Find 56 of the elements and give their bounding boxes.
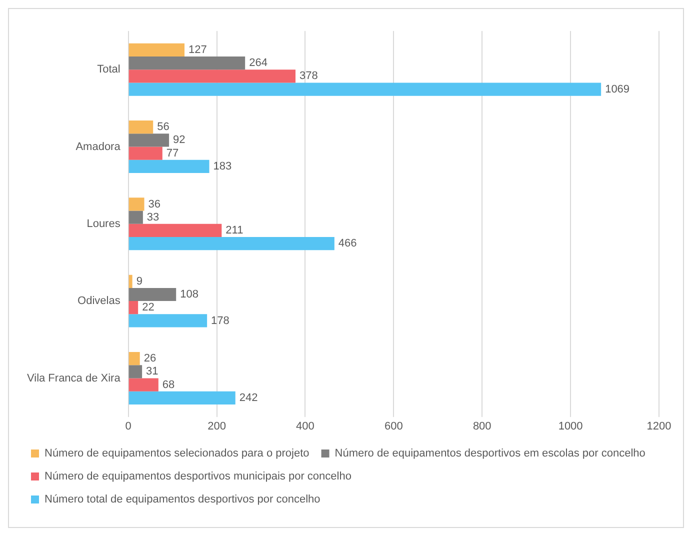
data-label: 178 <box>211 314 230 327</box>
data-label: 242 <box>239 392 258 404</box>
data-label: 183 <box>213 160 232 172</box>
data-label: 26 <box>144 352 156 365</box>
data-label: 36 <box>148 198 161 210</box>
y-tick-label: Odivelas <box>78 295 121 308</box>
y-tick-label: Loures <box>86 218 121 230</box>
data-label: 108 <box>180 288 198 301</box>
bar <box>128 70 296 83</box>
data-label: 264 <box>249 57 268 70</box>
bar <box>128 120 154 134</box>
data-label: 77 <box>166 147 179 160</box>
y-tick-label: Amadora <box>76 140 122 153</box>
data-label: 31 <box>146 366 158 378</box>
bar <box>128 146 162 160</box>
x-tick-label: 400 <box>296 420 314 432</box>
bar <box>128 210 143 224</box>
bar <box>128 56 246 70</box>
data-label: 33 <box>146 211 160 224</box>
legend-label: Número de equipamentos selecionados para o projeto <box>44 448 310 460</box>
bar <box>128 288 176 302</box>
bar <box>128 198 144 211</box>
data-label: 9 <box>136 275 142 288</box>
legend-label: Número total de equipamentos desportivos por concelho <box>44 494 320 506</box>
x-tick-label: 800 <box>472 420 492 432</box>
bar <box>128 352 140 366</box>
data-label: 466 <box>338 238 357 250</box>
bar <box>128 365 142 378</box>
data-label: 68 <box>162 378 175 391</box>
bar <box>128 237 334 250</box>
data-label: 56 <box>157 121 170 134</box>
bar <box>128 274 132 288</box>
bar <box>128 43 185 56</box>
x-tick-label: 200 <box>208 420 226 432</box>
legend-label: Número de equipamentos desportivos em escolas por concelho <box>334 448 646 460</box>
bar <box>128 391 236 404</box>
data-label: 378 <box>300 70 318 82</box>
data-label: 211 <box>226 224 244 236</box>
bar <box>128 82 602 96</box>
x-tick-label: 1200 <box>646 420 672 432</box>
y-tick-label: Vila Franca de Xira <box>26 372 122 384</box>
legend-label: Número de equipamentos desportivos municipais por concelho <box>44 470 352 483</box>
bar <box>128 378 158 392</box>
y-tick-label: Total <box>97 64 120 76</box>
bar <box>128 134 170 147</box>
bar <box>128 301 138 314</box>
bar <box>128 224 222 238</box>
data-label: 22 <box>142 302 154 314</box>
data-label: 1069 <box>605 83 630 96</box>
x-tick-label: 0 <box>125 420 132 432</box>
x-tick-label: 600 <box>384 420 403 432</box>
bar <box>128 314 208 328</box>
bar <box>128 160 210 173</box>
data-label: 127 <box>188 44 207 56</box>
x-tick-label: 1000 <box>558 420 583 432</box>
data-label: 92 <box>173 134 186 146</box>
